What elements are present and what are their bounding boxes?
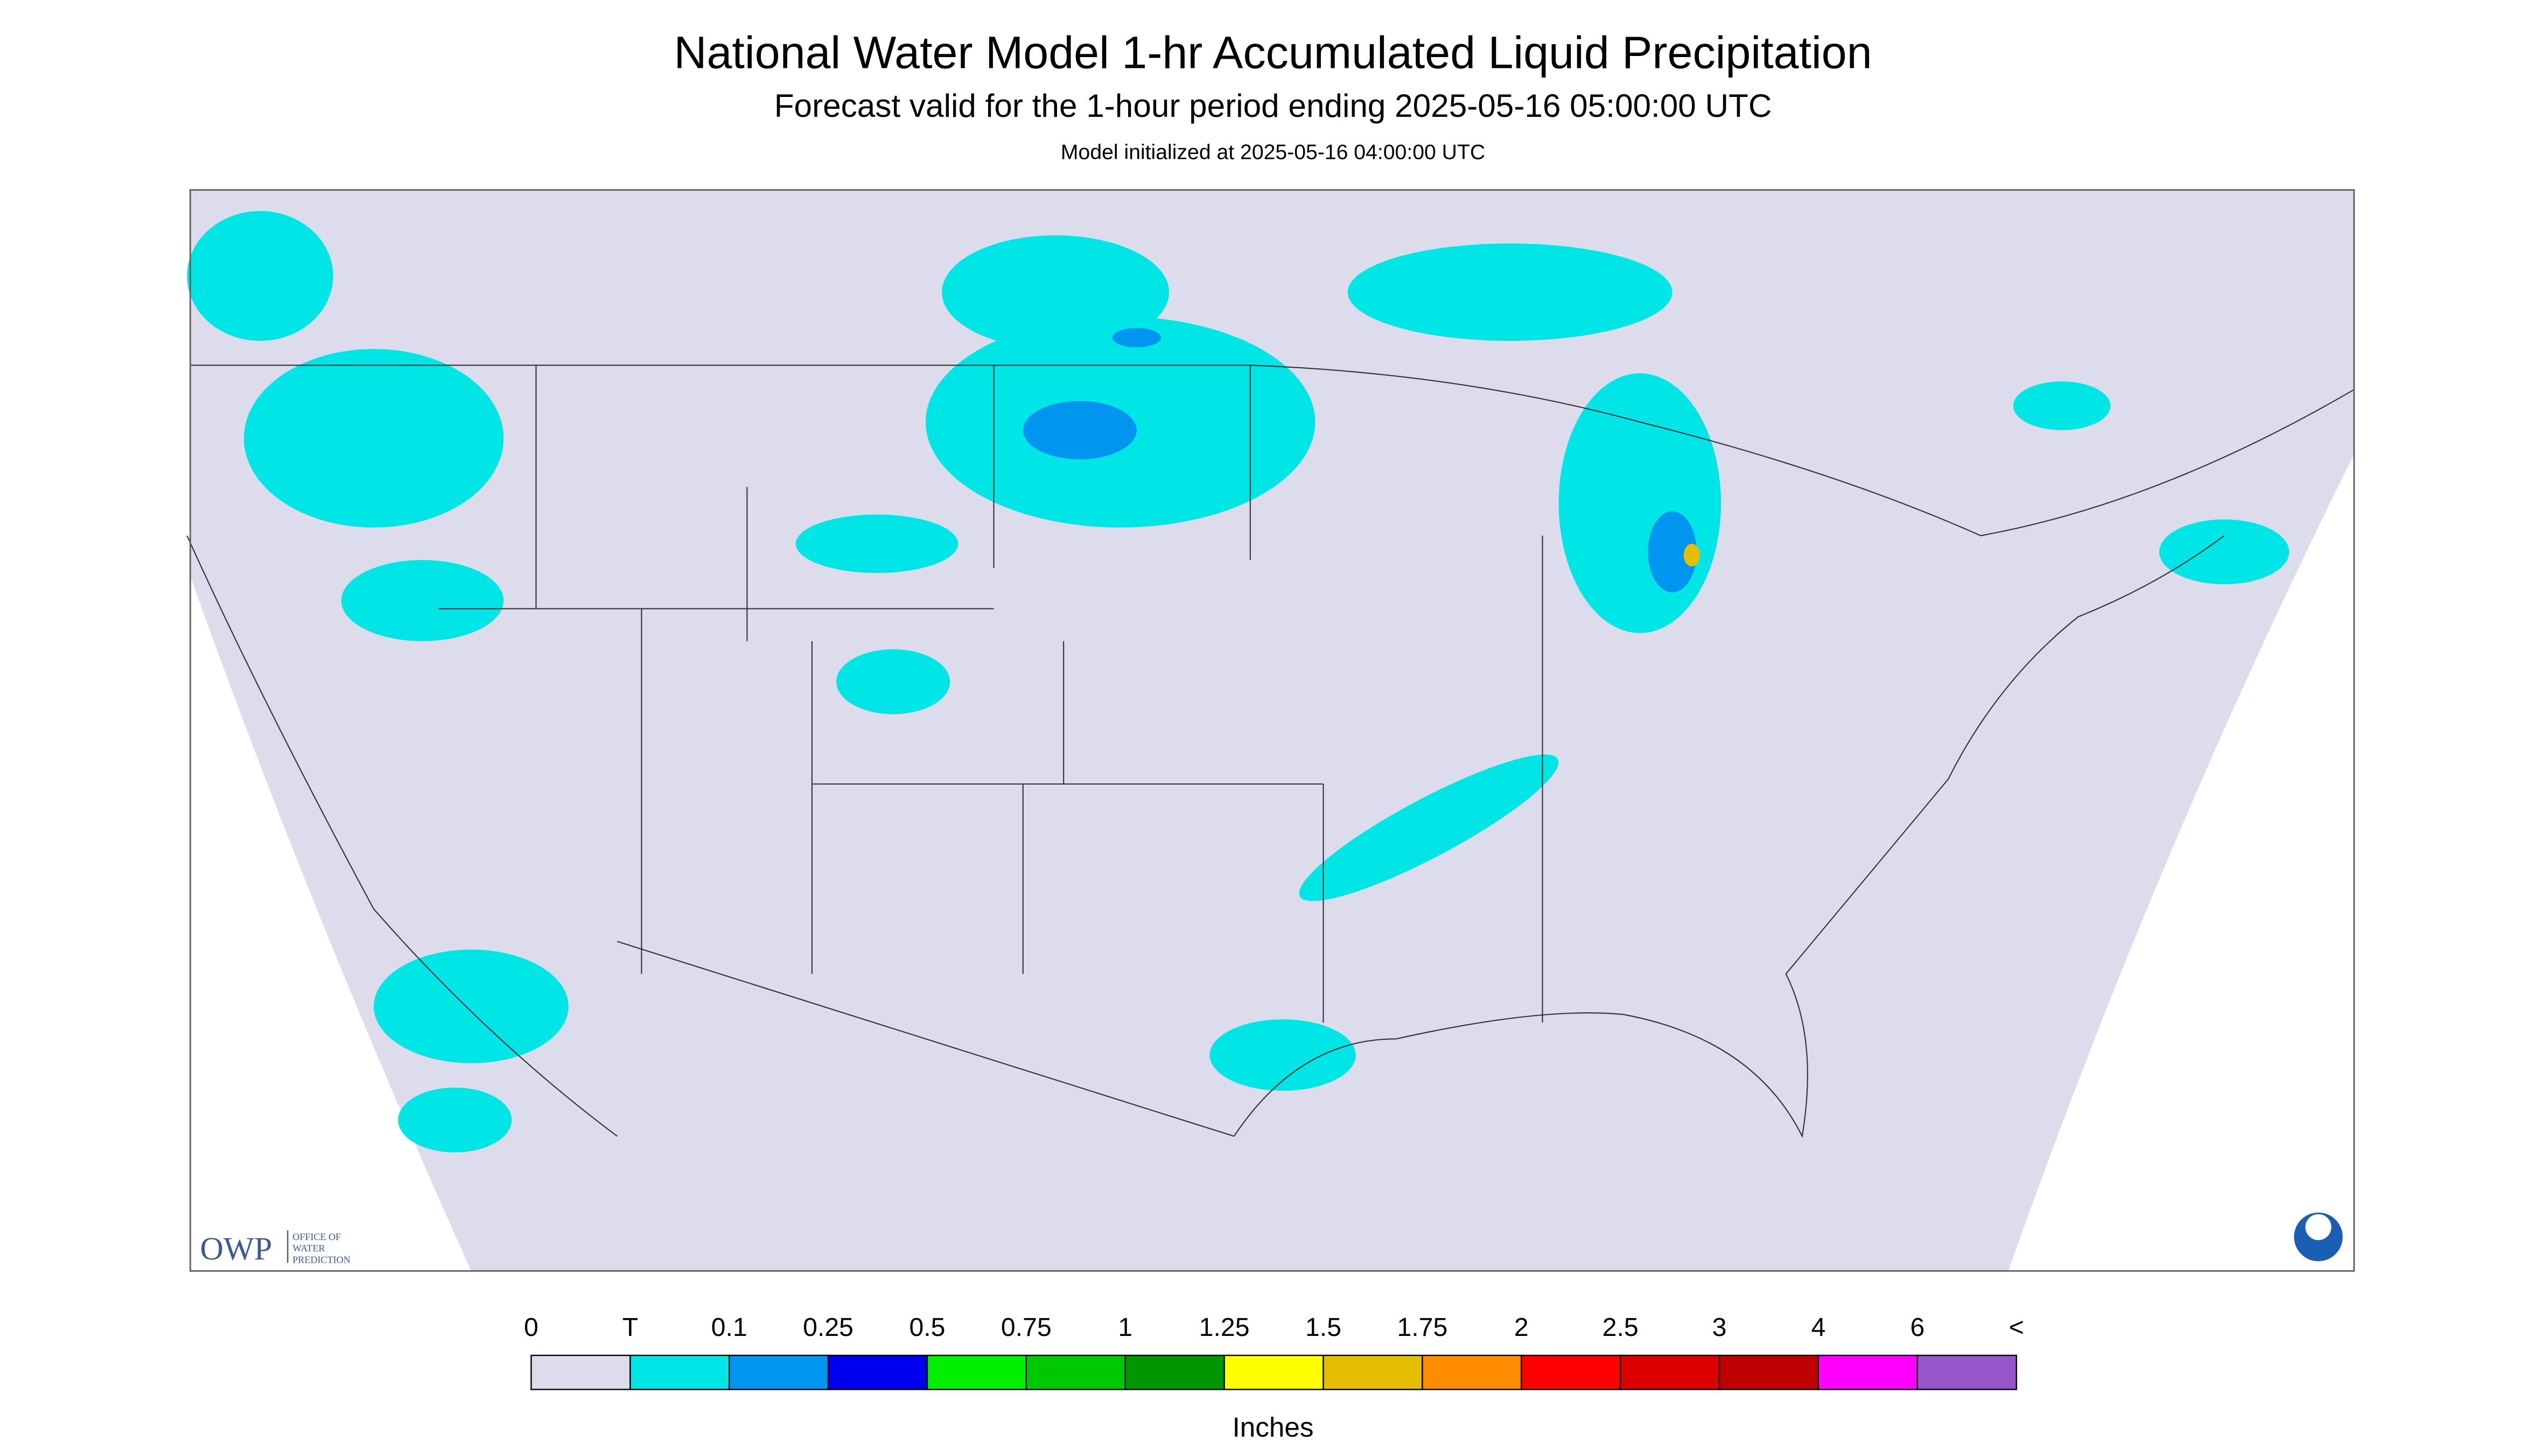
colorbar-label: 2.5 xyxy=(1603,1313,1639,1342)
colorbar-label: 0.1 xyxy=(711,1313,747,1342)
colorbar-label: 1.25 xyxy=(1199,1313,1250,1342)
border xyxy=(190,365,2355,536)
colorbar-label: 1 xyxy=(1118,1313,1132,1342)
colorbar-unit: Inches xyxy=(1233,1412,1314,1443)
colorbar: 0 T 0.1 0.25 0.5 0.75 1 1.25 1.5 1.75 2 2.5 3 4 6 < xyxy=(524,1313,2024,1390)
colorbar-label: 2 xyxy=(1514,1313,1529,1342)
precip-area xyxy=(1558,373,1722,633)
colorbar-box xyxy=(1124,1354,1225,1390)
colorbar-label: < xyxy=(2009,1313,2024,1342)
colorbar-label: T xyxy=(622,1313,638,1342)
colorbar-label: 3 xyxy=(1712,1313,1727,1342)
map: OWP OFFICE OF WATER PREDICTION xyxy=(186,189,2355,1272)
borders xyxy=(186,365,2355,1138)
coast xyxy=(1233,535,2225,1138)
precip-area xyxy=(942,235,1170,349)
colorbar-label: 1.5 xyxy=(1305,1313,1341,1342)
precip-area xyxy=(2013,381,2111,430)
precip-area xyxy=(1112,327,1161,348)
logo-line: OFFICE OF xyxy=(292,1231,341,1242)
map-frame xyxy=(189,189,2355,1272)
precip-area xyxy=(1023,401,1137,460)
colorbar-label: 1.75 xyxy=(1397,1313,1447,1342)
colorbar-box xyxy=(1916,1354,2017,1390)
precip-area xyxy=(795,514,958,573)
precip-area xyxy=(836,649,950,715)
border xyxy=(438,365,1324,974)
colorbar-box xyxy=(1718,1354,1820,1390)
colorbar-box xyxy=(728,1354,829,1390)
colorbar-label: 6 xyxy=(1910,1313,1925,1342)
border xyxy=(617,535,1543,1137)
noaa-logo-inner xyxy=(2305,1214,2332,1241)
precip-area xyxy=(243,349,504,528)
colorbar-box xyxy=(530,1354,631,1390)
precip-area xyxy=(398,1087,512,1153)
colorbar-box xyxy=(827,1354,928,1390)
precip-area xyxy=(341,560,504,641)
colorbar-box xyxy=(1521,1354,1621,1390)
init-note: Model initialized at 2025-05-16 04:00:00… xyxy=(1061,141,1485,164)
precip-area xyxy=(1299,754,1559,901)
map-domain xyxy=(190,190,2354,1271)
title: National Water Model 1-hr Accumulated Li… xyxy=(674,27,1872,78)
colorbar-box xyxy=(1817,1354,1919,1390)
colorbar-label: 0.75 xyxy=(1001,1313,1052,1342)
precip-moderate xyxy=(1023,327,1697,593)
subtitle: Forecast valid for the 1-hour period end… xyxy=(774,87,1772,124)
precip-heavy xyxy=(1683,543,1700,567)
colorbar-label: 4 xyxy=(1811,1313,1826,1342)
logo-line: WATER xyxy=(292,1243,325,1254)
colorbar-box xyxy=(629,1354,730,1390)
colorbar-box xyxy=(1025,1354,1126,1390)
colorbar-label: 0.5 xyxy=(909,1313,945,1342)
logo-line: PREDICTION xyxy=(292,1254,350,1265)
colorbar-box xyxy=(926,1354,1027,1390)
precip-area xyxy=(187,211,333,341)
colorbar-box xyxy=(1619,1354,1720,1390)
precip-area xyxy=(2159,519,2290,585)
precip-area xyxy=(1347,243,1673,341)
logo-name: OWP xyxy=(200,1231,272,1267)
colorbar-box xyxy=(1323,1354,1423,1390)
colorbar-box xyxy=(1422,1354,1522,1390)
precip-areas xyxy=(187,211,2290,1153)
colorbar-label: 0 xyxy=(524,1313,538,1342)
precip-area xyxy=(1648,511,1697,593)
precip-area xyxy=(374,949,569,1063)
colorbar-box xyxy=(1223,1354,1324,1390)
colorbar-label: 0.25 xyxy=(803,1313,853,1342)
coast xyxy=(186,535,618,1137)
precip-area xyxy=(1209,1019,1356,1091)
